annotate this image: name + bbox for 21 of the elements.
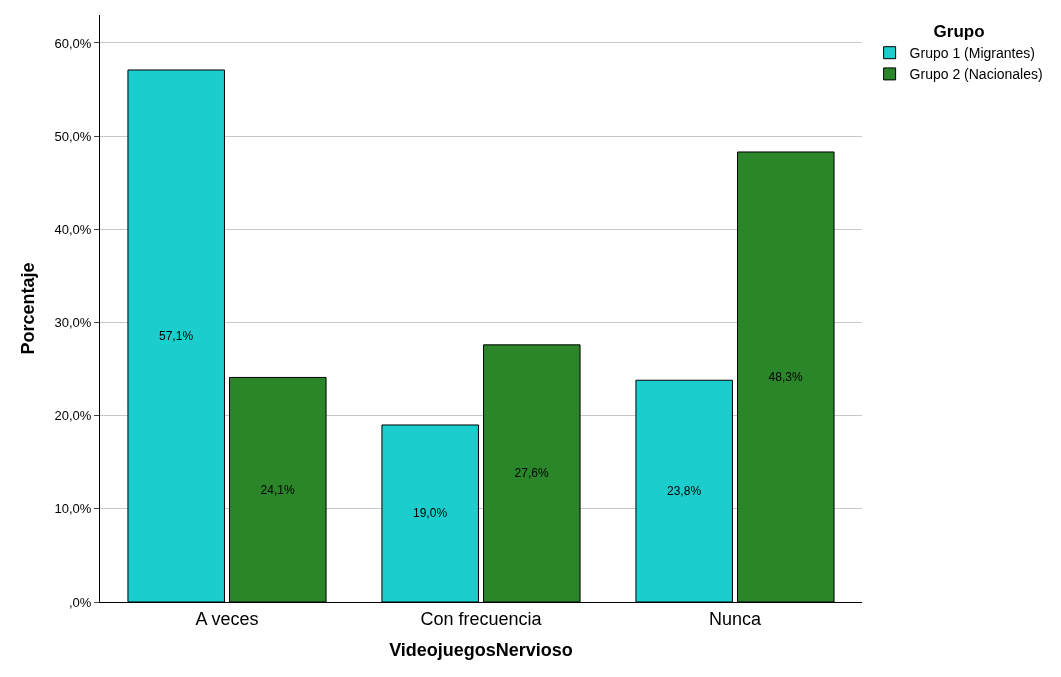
y-tick-label: 20,0%: [54, 408, 92, 424]
data-label: 48,3%: [768, 369, 803, 384]
legend-label: Grupo 2 (Nacionales): [909, 66, 1043, 83]
data-label: 27,6%: [514, 466, 549, 481]
y-tick-label: 50,0%: [54, 128, 92, 144]
x-axis-title: VideojuegosNervioso: [389, 639, 573, 660]
x-tick-label: Nunca: [708, 608, 762, 629]
y-tick-label: 10,0%: [54, 501, 92, 517]
x-tick-label: A veces: [195, 608, 259, 629]
data-label: 23,8%: [667, 484, 702, 499]
data-label: 24,1%: [260, 482, 295, 497]
legend-label: Grupo 1 (Migrantes): [909, 45, 1035, 62]
y-tick-label: ,0%: [68, 594, 92, 610]
data-label: 57,1%: [159, 328, 194, 343]
y-axis-title: Porcentaje: [17, 262, 38, 355]
legend-title: Grupo: [933, 22, 985, 42]
x-tick-label: Con frecuencia: [420, 608, 543, 629]
y-tick-label: 60,0%: [54, 35, 92, 51]
data-label: 19,0%: [413, 506, 448, 521]
y-tick-label: 30,0%: [54, 315, 92, 331]
y-tick-label: 40,0%: [54, 221, 92, 237]
